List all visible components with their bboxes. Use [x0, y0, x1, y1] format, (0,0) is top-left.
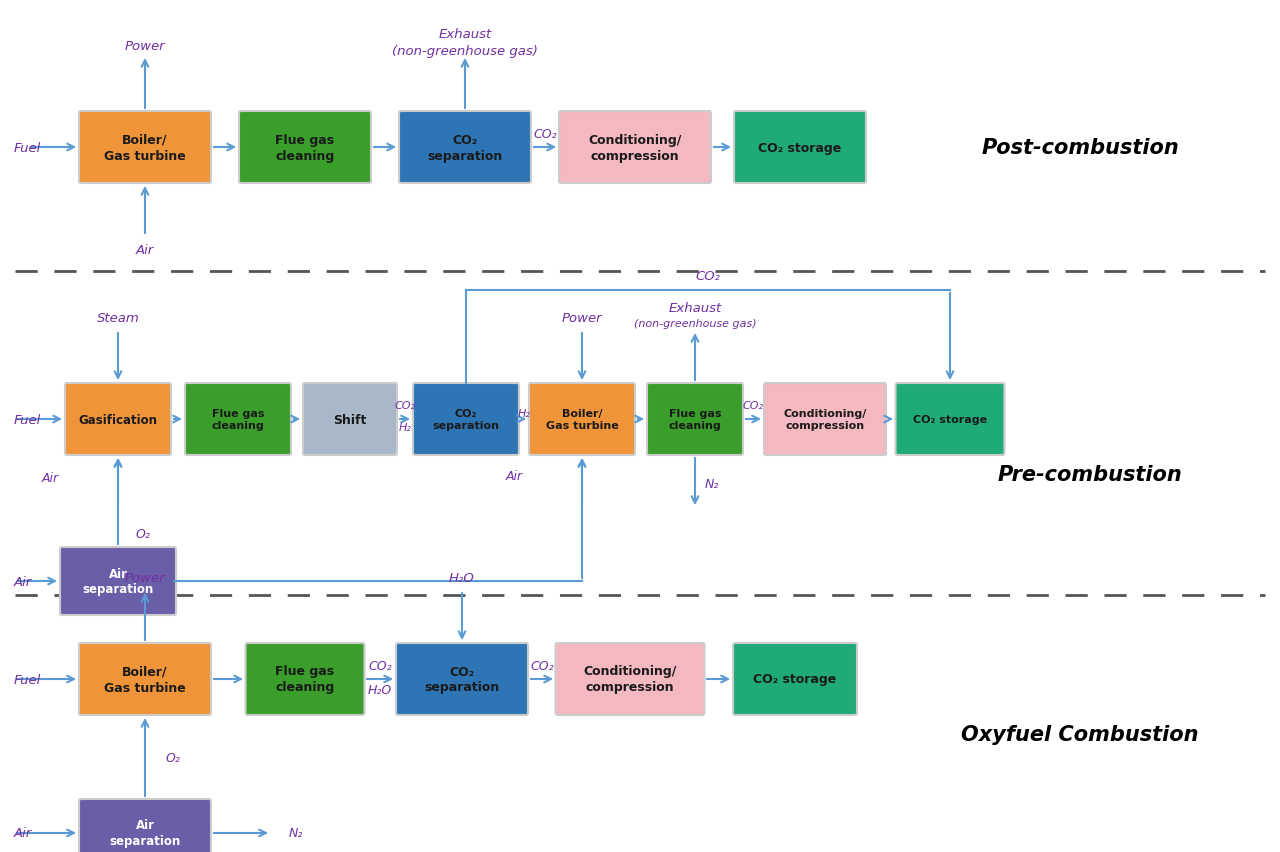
FancyBboxPatch shape — [764, 383, 886, 456]
Text: Air
separation: Air separation — [82, 567, 154, 596]
Text: (non-greenhouse gas): (non-greenhouse gas) — [392, 44, 538, 57]
Text: Air: Air — [42, 472, 59, 485]
Text: H₂O: H₂O — [367, 682, 392, 696]
Text: Steam: Steam — [96, 311, 140, 324]
Text: Air: Air — [136, 243, 154, 256]
Text: Fuel: Fuel — [14, 673, 41, 686]
Text: Fuel: Fuel — [14, 413, 41, 426]
Text: Conditioning/
compression: Conditioning/ compression — [783, 408, 867, 431]
Text: CO₂: CO₂ — [742, 400, 763, 411]
FancyBboxPatch shape — [399, 112, 531, 184]
FancyBboxPatch shape — [79, 112, 211, 184]
Text: O₂: O₂ — [136, 527, 151, 540]
Text: Shift: Shift — [333, 413, 366, 426]
Text: N₂: N₂ — [705, 477, 719, 490]
FancyBboxPatch shape — [186, 383, 291, 456]
Text: H₂: H₂ — [398, 423, 411, 433]
Text: CO₂
separation: CO₂ separation — [428, 134, 503, 163]
Text: Flue gas
cleaning: Flue gas cleaning — [668, 408, 722, 431]
Text: CO₂: CO₂ — [534, 127, 557, 141]
Text: CO₂
separation: CO₂ separation — [433, 408, 499, 431]
FancyBboxPatch shape — [529, 383, 635, 456]
Text: CO₂
separation: CO₂ separation — [425, 665, 499, 694]
FancyBboxPatch shape — [303, 383, 397, 456]
Text: Post-combustion: Post-combustion — [982, 138, 1179, 158]
FancyBboxPatch shape — [79, 799, 211, 852]
Text: Air: Air — [14, 826, 32, 839]
Text: O₂: O₂ — [165, 751, 180, 763]
FancyBboxPatch shape — [79, 643, 211, 715]
Text: CO₂ storage: CO₂ storage — [913, 415, 987, 424]
FancyBboxPatch shape — [559, 112, 710, 184]
Text: CO₂: CO₂ — [369, 659, 392, 671]
FancyBboxPatch shape — [246, 643, 365, 715]
Text: Power: Power — [124, 39, 165, 53]
Text: Conditioning/
compression: Conditioning/ compression — [584, 665, 677, 694]
Text: Air: Air — [14, 575, 32, 588]
Text: (non-greenhouse gas): (non-greenhouse gas) — [634, 319, 756, 329]
Text: Power: Power — [562, 311, 603, 324]
Text: Boiler/
Gas turbine: Boiler/ Gas turbine — [104, 665, 186, 694]
FancyBboxPatch shape — [896, 383, 1005, 456]
FancyBboxPatch shape — [60, 547, 177, 615]
Text: Air: Air — [506, 469, 524, 482]
Text: Flue gas
cleaning: Flue gas cleaning — [275, 665, 334, 694]
Text: Fuel: Fuel — [14, 141, 41, 154]
Text: CO₂: CO₂ — [530, 659, 554, 671]
FancyBboxPatch shape — [239, 112, 371, 184]
Text: Flue gas
cleaning: Flue gas cleaning — [275, 134, 334, 163]
FancyBboxPatch shape — [646, 383, 742, 456]
Text: CO₂ storage: CO₂ storage — [758, 141, 842, 154]
Text: N₂: N₂ — [289, 826, 303, 839]
Text: Flue gas
cleaning: Flue gas cleaning — [211, 408, 265, 431]
FancyBboxPatch shape — [733, 643, 858, 715]
Text: Gasification: Gasification — [78, 413, 157, 426]
FancyBboxPatch shape — [413, 383, 518, 456]
Text: Exhaust: Exhaust — [668, 301, 722, 314]
Text: Power: Power — [124, 571, 165, 584]
Text: Air
separation: Air separation — [109, 819, 180, 848]
Text: Boiler/
Gas turbine: Boiler/ Gas turbine — [104, 134, 186, 163]
Text: Conditioning/
compression: Conditioning/ compression — [589, 134, 682, 163]
FancyBboxPatch shape — [733, 112, 867, 184]
Text: H₂: H₂ — [517, 408, 530, 418]
Text: CO₂: CO₂ — [394, 400, 416, 411]
Text: Boiler/
Gas turbine: Boiler/ Gas turbine — [545, 408, 618, 431]
Text: Oxyfuel Combustion: Oxyfuel Combustion — [961, 724, 1199, 744]
Text: H₂O: H₂O — [449, 571, 475, 584]
Text: CO₂ storage: CO₂ storage — [754, 673, 837, 686]
FancyBboxPatch shape — [65, 383, 172, 456]
Text: Pre-combustion: Pre-combustion — [997, 464, 1183, 485]
Text: Exhaust: Exhaust — [438, 27, 492, 40]
Text: CO₂: CO₂ — [695, 269, 721, 282]
FancyBboxPatch shape — [396, 643, 529, 715]
FancyBboxPatch shape — [556, 643, 704, 715]
